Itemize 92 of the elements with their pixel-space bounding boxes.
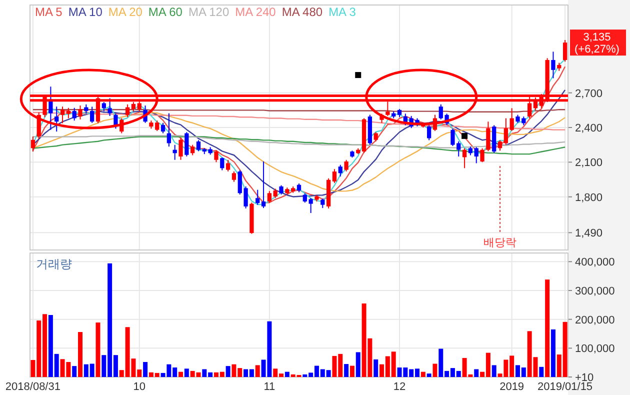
x-tick-label: 2019/01/15 <box>538 381 593 393</box>
candlestick <box>374 132 378 142</box>
candlestick <box>308 197 313 214</box>
text: MA 480 <box>282 5 323 19</box>
text: MA 20 <box>108 5 143 19</box>
bar <box>344 364 349 377</box>
text: MA 240 <box>235 5 276 19</box>
bar <box>539 366 544 377</box>
candlestick <box>72 107 76 122</box>
candlestick <box>66 107 70 119</box>
bar <box>96 322 100 377</box>
candlestick <box>102 102 106 112</box>
bar <box>550 329 556 377</box>
text: MA 3 <box>328 5 356 19</box>
candlestick <box>48 86 53 130</box>
bar <box>255 365 260 377</box>
candlestick <box>338 164 342 177</box>
candlestick <box>320 198 325 209</box>
x-tick-label: 10 <box>133 381 146 393</box>
y-tick-label: 1,800 <box>575 192 603 204</box>
candlestick <box>510 108 514 132</box>
text: MA 120 <box>188 5 230 19</box>
y-tick-label: 200,000 <box>575 314 615 326</box>
bar <box>426 374 432 377</box>
bar <box>226 366 230 377</box>
candlestick <box>256 189 260 206</box>
candlestick <box>84 104 88 114</box>
x-tick-label: 2019 <box>500 381 524 393</box>
y-tick-label: 300,000 <box>575 285 615 298</box>
bar <box>178 372 184 377</box>
candlestick <box>261 160 266 209</box>
bar <box>356 352 360 377</box>
y-tick-label: 2,400 <box>575 122 603 134</box>
candlestick <box>226 159 230 172</box>
candlestick <box>214 150 218 163</box>
candlestick <box>332 168 337 184</box>
bar <box>78 332 82 377</box>
candlestick <box>196 140 201 152</box>
candlestick <box>562 40 568 62</box>
candlestick <box>220 157 224 171</box>
bar <box>374 359 378 377</box>
candlestick <box>125 104 130 118</box>
bar <box>474 369 479 377</box>
candlestick <box>474 146 478 164</box>
candlestick <box>78 105 82 120</box>
bar <box>432 364 438 377</box>
bar <box>284 372 290 377</box>
candlestick <box>108 98 112 116</box>
candlestick <box>302 192 307 204</box>
candlestick <box>273 188 278 198</box>
text: MA 10 <box>68 5 103 19</box>
bar <box>184 368 189 377</box>
candlestick <box>462 148 467 169</box>
candlestick <box>426 124 432 141</box>
y-tick-label: 100,000 <box>575 343 615 356</box>
bar <box>492 365 496 377</box>
candlestick <box>267 190 272 204</box>
candlestick <box>60 106 65 124</box>
bar <box>420 372 426 377</box>
candlestick <box>166 112 172 148</box>
candlestick <box>279 184 284 196</box>
candlestick <box>178 137 183 160</box>
candlestick <box>344 159 348 172</box>
y-tick-label: 400,000 <box>575 256 615 269</box>
bar <box>350 366 354 377</box>
candlestick <box>54 106 59 132</box>
line-series <box>32 89 566 198</box>
candlestick <box>30 136 36 152</box>
chart-title: 거래량 <box>36 257 72 271</box>
candlestick <box>160 122 166 134</box>
candlestick <box>480 148 484 163</box>
text: MA 60 <box>148 5 183 19</box>
candlestick <box>232 170 236 182</box>
bar <box>545 280 550 377</box>
text: 3,135 (+6,27%) <box>574 32 620 56</box>
candlestick <box>551 51 556 79</box>
y-tick-label: 1,490 <box>575 228 603 240</box>
candlestick <box>190 144 195 156</box>
candlestick <box>498 140 502 152</box>
candlestick <box>486 121 490 152</box>
x-tick-label: 12 <box>393 381 406 393</box>
y-tick-label: 2,100 <box>575 157 603 170</box>
annotation: 배당락 <box>484 237 517 249</box>
y-tick-label: 2,700 <box>575 88 603 100</box>
bar <box>72 366 77 377</box>
x-tick-label: 2018/08/31 <box>5 381 60 393</box>
candlestick <box>504 118 508 146</box>
x-tick-label: 11 <box>264 381 276 393</box>
bar <box>143 362 148 377</box>
candlestick <box>184 132 189 157</box>
candlestick <box>90 106 94 124</box>
text: MA 5 <box>35 5 63 19</box>
